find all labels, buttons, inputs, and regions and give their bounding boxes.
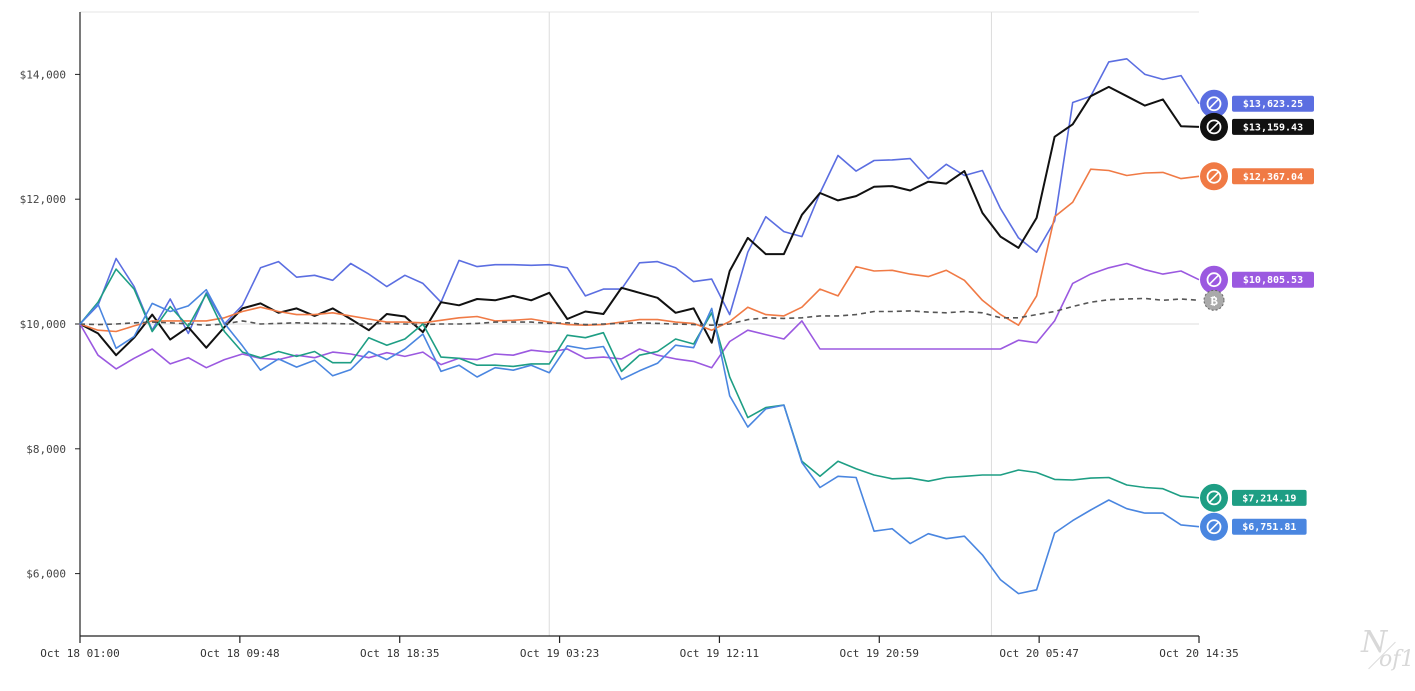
end-value-label: $13,159.43 (1243, 122, 1303, 133)
end-value-badge (1232, 518, 1307, 535)
series-line-qwen (79, 262, 1200, 370)
openai-icon-glyph (1206, 490, 1222, 506)
grok-icon (1200, 112, 1228, 141)
gemini-sparkle-icon-glyph (1206, 519, 1222, 535)
end-value-badge (1232, 118, 1314, 135)
grok-icon-glyph-stroke (1208, 121, 1220, 133)
gemini-sparkle-icon (1200, 512, 1228, 541)
bitcoin-icon-glyph: ₿ (1210, 294, 1218, 308)
y-tick-label: $14,000 (20, 68, 66, 81)
end-marker-btc-hold: ₿ (1203, 289, 1225, 311)
claude-sunburst-icon-glyph-stroke (1208, 170, 1220, 182)
bitcoin-icon: ₿ (1203, 289, 1225, 311)
x-tick-label: Oct 20 14:35 (1159, 647, 1238, 660)
x-tick-label: Oct 18 01:00 (40, 647, 119, 660)
end-marker-gemini: $6,751.81 (1200, 512, 1307, 541)
deepseek-whale-icon (1200, 89, 1228, 118)
end-marker-openai: $7,214.19 (1200, 483, 1307, 512)
y-tick-label: $10,000 (20, 318, 66, 331)
axes-layer: $6,000 $8,000 $10,000 $12,000 $14,000 Oct 18 … (20, 12, 1239, 660)
end-value-badge (1232, 95, 1314, 112)
end-value-label: $12,367.04 (1243, 172, 1303, 183)
end-labels-layer: $13,623.25 $13,159.43 $12,367.04 $10,805.53… (1200, 89, 1314, 541)
end-value-label: $6,751.81 (1242, 522, 1296, 533)
end-marker-claude: $12,367.04 (1200, 162, 1314, 191)
end-marker-deepseek: $13,623.25 (1200, 89, 1314, 118)
series-line-gemini (79, 288, 1200, 595)
openai-icon-glyph-stroke (1208, 492, 1220, 504)
x-tick-label: Oct 19 20:59 (840, 647, 919, 660)
grok-icon-glyph (1206, 119, 1222, 135)
end-value-label: $10,805.53 (1243, 275, 1303, 286)
x-tick-label: Oct 19 12:11 (680, 647, 759, 660)
series-line-btc-hold (79, 297, 1200, 327)
grid-layer (80, 11, 1199, 636)
x-tick-label: Oct 19 03:23 (520, 647, 599, 660)
end-marker-qwen: $10,805.53 (1200, 265, 1314, 294)
deepseek-whale-icon-glyph (1206, 96, 1222, 112)
end-marker-grok: $13,159.43 (1200, 112, 1314, 141)
x-tick-label: Oct 18 09:48 (200, 647, 279, 660)
y-tick-label: $8,000 (26, 443, 66, 456)
bitcoin-icon-circle (1203, 289, 1225, 311)
end-value-label: $7,214.19 (1242, 493, 1296, 504)
x-tick-label: Oct 20 05:47 (999, 647, 1078, 660)
qwen-icon (1200, 265, 1228, 294)
x-tick-label: Oct 18 18:35 (360, 647, 439, 660)
series-layer (79, 57, 1200, 595)
claude-sunburst-icon-glyph (1206, 168, 1222, 184)
series-line-claude (79, 168, 1200, 333)
end-value-badge (1232, 168, 1314, 185)
openai-icon (1200, 483, 1228, 512)
end-value-label: $13,623.25 (1243, 99, 1303, 110)
end-value-badge (1232, 489, 1307, 506)
y-tick-label: $6,000 (26, 568, 66, 581)
gemini-sparkle-icon-glyph-stroke (1208, 521, 1220, 533)
y-tick-label: $12,000 (20, 193, 66, 206)
claude-sunburst-icon (1200, 162, 1228, 191)
series-line-deepseek (79, 57, 1200, 335)
end-value-badge (1232, 271, 1314, 288)
series-line-grok (79, 85, 1200, 357)
qwen-icon-glyph (1206, 272, 1222, 288)
deepseek-whale-icon-glyph-stroke (1208, 98, 1220, 110)
qwen-icon-glyph-stroke (1208, 274, 1220, 286)
series-line-openai (79, 268, 1200, 499)
